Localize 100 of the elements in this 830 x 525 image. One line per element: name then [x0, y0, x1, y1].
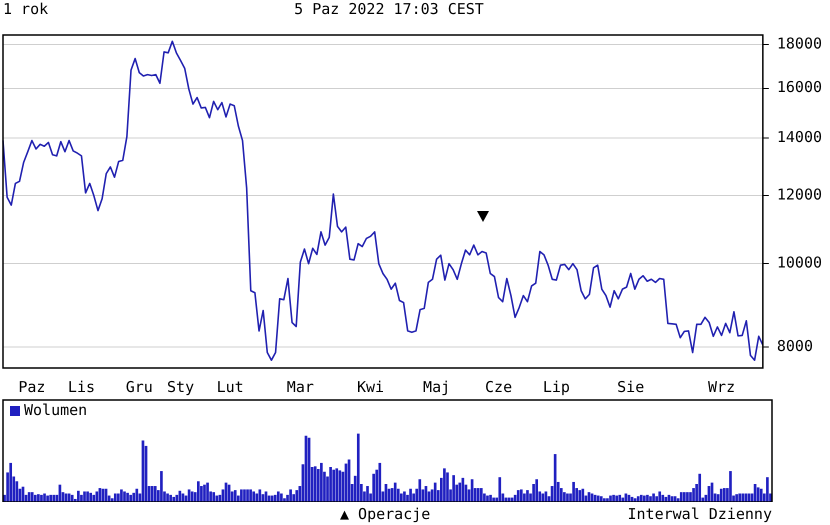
- legend-label: Wolumen: [24, 400, 88, 419]
- bar: [766, 477, 769, 502]
- bar: [228, 484, 230, 502]
- y-tick-label: 14000: [776, 128, 822, 146]
- x-tick-label: Gru: [126, 378, 153, 396]
- x-tick-label: Wrz: [708, 378, 736, 396]
- bar: [126, 492, 129, 502]
- bar: [748, 494, 750, 502]
- bar: [43, 494, 46, 502]
- bar: [480, 488, 483, 502]
- bar: [40, 494, 43, 502]
- bar: [64, 494, 68, 502]
- bar: [674, 496, 676, 502]
- bar: [609, 496, 612, 502]
- bar: [394, 482, 397, 502]
- bar: [652, 494, 655, 502]
- bar: [628, 494, 630, 502]
- x-tick-label: Kwi: [356, 378, 384, 396]
- y-tick-label: 10000: [776, 254, 822, 272]
- bar: [356, 434, 360, 502]
- y-tick-label: 8000: [776, 336, 813, 355]
- bar: [206, 482, 209, 502]
- text: ▲ Operacje: [340, 504, 430, 524]
- bar: [722, 488, 726, 502]
- bar: [142, 440, 144, 502]
- bar: [689, 492, 692, 502]
- chart-title: 1 rok: [3, 0, 48, 18]
- bar: [30, 492, 34, 502]
- bar: [123, 491, 126, 502]
- bar: [243, 489, 246, 502]
- x-tick-label: Mar: [286, 378, 314, 396]
- bar: [686, 492, 689, 502]
- bar: [249, 489, 252, 502]
- bar: [372, 474, 375, 502]
- bar: [668, 494, 670, 502]
- bar: [37, 494, 40, 502]
- x-tick-label: Paz: [18, 378, 46, 396]
- bar: [692, 488, 695, 502]
- y-tick-label: 12000: [776, 186, 822, 204]
- bar: [698, 474, 702, 502]
- text: Interwal Dzienny: [628, 504, 772, 524]
- bar: [160, 471, 163, 502]
- bar: [289, 489, 292, 502]
- bar: [516, 490, 520, 502]
- bar: [508, 498, 510, 502]
- bar: [462, 478, 464, 502]
- bar: [366, 486, 369, 502]
- bar: [196, 481, 200, 502]
- bar: [240, 489, 243, 502]
- bar: [344, 464, 348, 502]
- bar: [234, 490, 237, 502]
- x-tick-label: Lut: [216, 378, 244, 396]
- bar: [203, 484, 206, 502]
- bar: [446, 472, 449, 502]
- bar: [434, 482, 437, 502]
- x-tick-label: Sty: [167, 378, 194, 396]
- bar: [606, 498, 609, 502]
- bar: [212, 492, 216, 502]
- bar: [314, 466, 317, 502]
- bar: [452, 475, 455, 502]
- bar: [384, 484, 388, 502]
- bar: [329, 466, 332, 502]
- bar: [470, 479, 474, 502]
- bar: [424, 486, 428, 502]
- bar: [80, 494, 83, 502]
- x-tick-label: Cze: [485, 378, 512, 396]
- bar: [710, 482, 714, 502]
- bar: [418, 479, 422, 502]
- y-tick-label: 18000: [776, 34, 822, 52]
- bar: [28, 492, 30, 502]
- bar: [166, 494, 169, 502]
- bar: [409, 488, 412, 502]
- bar: [588, 492, 590, 502]
- bar: [348, 460, 350, 502]
- bar: [670, 496, 674, 502]
- bar: [258, 489, 262, 502]
- bar: [754, 484, 756, 502]
- bar: [104, 488, 108, 502]
- x-tick-label: Sie: [617, 378, 644, 396]
- bar: [489, 494, 492, 502]
- bar: [636, 496, 640, 502]
- bar: [58, 484, 62, 502]
- bar: [9, 462, 12, 502]
- bar: [535, 479, 538, 502]
- bar: [566, 494, 569, 502]
- bar: [680, 492, 683, 502]
- chart-subtitle: 5 Paz 2022 17:03 CEST: [294, 0, 484, 18]
- bar: [264, 491, 268, 502]
- bar: [295, 490, 298, 502]
- bar: [630, 496, 634, 502]
- x-tick-label: Maj: [423, 378, 450, 396]
- y-tick-label: 16000: [776, 78, 822, 96]
- bar: [563, 492, 566, 502]
- bar: [154, 486, 157, 502]
- bar: [335, 468, 338, 502]
- bar: [510, 498, 514, 502]
- bar: [486, 496, 489, 502]
- bar: [378, 462, 382, 502]
- bar: [683, 492, 686, 502]
- bar: [120, 489, 123, 502]
